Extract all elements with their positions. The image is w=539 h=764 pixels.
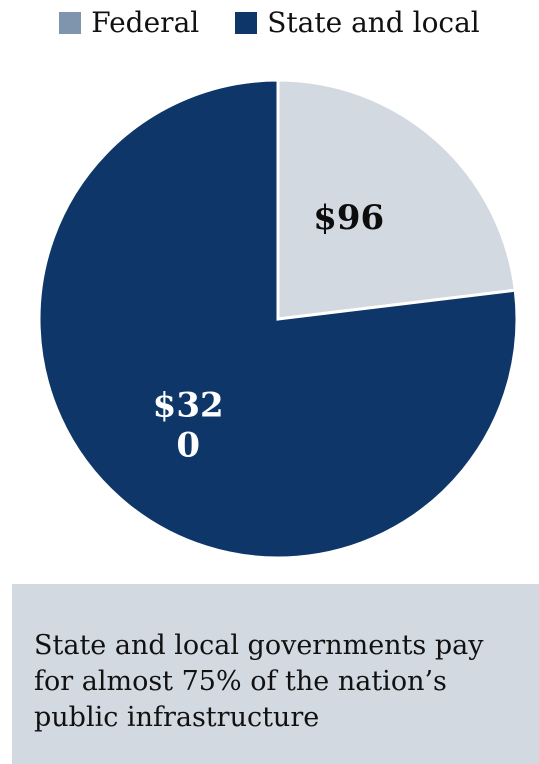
caption-box: State and local governments pay for almo… <box>12 584 539 764</box>
caption-text: State and local governments pay for almo… <box>34 630 484 733</box>
data-label-federal: $96 <box>313 198 384 238</box>
legend-label-federal: Federal <box>91 6 200 39</box>
legend-item-state-local: State and local <box>235 6 480 39</box>
legend-item-federal: Federal <box>59 6 199 39</box>
legend-label-state-local: State and local <box>267 6 480 39</box>
pie-chart: $96 $32 0 <box>37 78 519 560</box>
legend-swatch-federal <box>59 11 82 34</box>
pie-slice-state-local <box>37 78 519 560</box>
legend-swatch-state-local <box>235 11 258 34</box>
pie-slice-federal <box>276 78 517 321</box>
data-label-state-local: $32 0 <box>153 386 224 466</box>
chart-legend: Federal State and local <box>0 6 539 39</box>
